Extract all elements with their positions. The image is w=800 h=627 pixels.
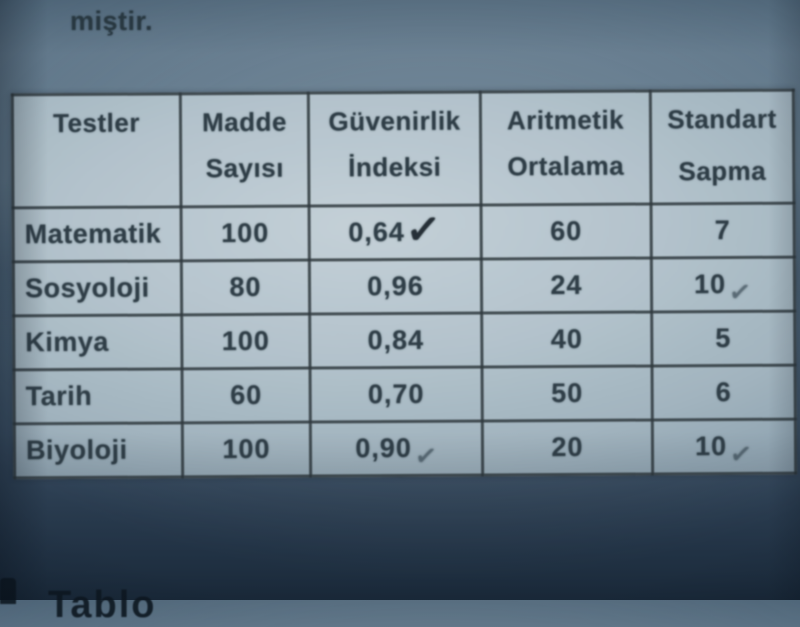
cell-value: 0,90: [355, 432, 412, 464]
cell-value: 10: [693, 269, 727, 300]
header-line: İndeksi: [348, 151, 442, 183]
table-row-tarih: Tarih 60 0,70 50 6: [14, 365, 796, 424]
table-row-biyoloji: Biyoloji 100 0,90✓ 20 10✓: [14, 419, 796, 478]
col-header-aritmetik-ortalama: Aritmetik Ortalama: [480, 90, 652, 206]
results-table: Testler Madde Sayısı Güvenirlik İndeksi …: [10, 88, 798, 480]
clipped-caption-fragment: Tablo: [48, 584, 157, 626]
cell-guvenirlik: 0,96: [309, 259, 482, 315]
header-line: Madde: [201, 106, 288, 138]
cell-test-name: Tarih: [14, 368, 183, 424]
cell-test-name: Biyoloji: [14, 422, 183, 478]
cell-test-name: Matematik: [13, 206, 182, 262]
table-row-sosyoloji: Sosyoloji 80 0,96 24 10✓: [13, 257, 795, 316]
cell-madde-sayisi: 100: [181, 314, 311, 369]
cell-sapma: 5: [651, 311, 796, 366]
cell-madde-sayisi: 80: [181, 260, 310, 315]
cell-madde-sayisi: 100: [181, 206, 310, 261]
header-line: Aritmetik: [506, 104, 625, 136]
cell-ortalama: 50: [482, 365, 653, 422]
col-header-standart-sapma: Standart Sapma: [650, 90, 795, 204]
cell-value: 10: [694, 431, 728, 462]
checkmark-icon: ✓: [728, 437, 755, 471]
table-row-kimya: Kimya 100 0,84 40 5: [13, 311, 796, 370]
paragraph-fragment: miştir.: [70, 6, 154, 36]
cell-ortalama: 20: [482, 419, 653, 476]
header-line: Ortalama: [507, 150, 625, 182]
table-row-matematik: Matematik 100 0,64✓ 60 7: [13, 203, 795, 262]
cell-guvenirlik: 0,64✓: [309, 204, 482, 261]
cell-sapma: 10✓: [652, 419, 796, 474]
cell-ortalama: 24: [481, 257, 652, 314]
cell-ortalama: 40: [481, 311, 653, 368]
header-line: Sapma: [678, 155, 767, 187]
checkmark-icon: ✓: [413, 439, 440, 473]
checkmark-icon: ✓: [727, 275, 754, 309]
clipped-letter-fragment: [0, 578, 16, 604]
cell-test-name: Kimya: [13, 314, 183, 370]
cell-guvenirlik: 0,90✓: [310, 421, 483, 477]
page-photo: miştir. Testler Madde Sayısı Güvenirlik …: [0, 6, 798, 626]
cell-guvenirlik: 0,84: [309, 313, 483, 369]
header-line: Sayısı: [205, 152, 284, 184]
cell-madde-sayisi: 100: [182, 422, 311, 477]
cell-ortalama: 60: [481, 203, 652, 260]
header-line: Testler: [52, 107, 141, 139]
col-header-guvenirlik-indeksi: Güvenirlik İndeksi: [308, 92, 482, 207]
cell-test-name: Sosyoloji: [13, 260, 182, 316]
cell-value: 0,64: [348, 216, 405, 248]
header-line: Güvenirlik: [328, 105, 461, 137]
cell-sapma: 7: [651, 203, 795, 258]
cell-sapma: 6: [652, 365, 796, 420]
checkmark-icon: ✓: [404, 204, 444, 254]
header-row: Testler Madde Sayısı Güvenirlik İndeksi …: [12, 90, 795, 208]
col-header-madde-sayisi: Madde Sayısı: [180, 93, 310, 207]
cell-guvenirlik: 0,70: [310, 367, 483, 423]
cell-sapma: 10✓: [651, 257, 795, 312]
col-header-testler: Testler: [12, 93, 182, 208]
results-table-wrap: Testler Madde Sayısı Güvenirlik İndeksi …: [10, 88, 798, 480]
cell-madde-sayisi: 60: [182, 368, 311, 423]
header-line: Standart: [667, 103, 777, 135]
